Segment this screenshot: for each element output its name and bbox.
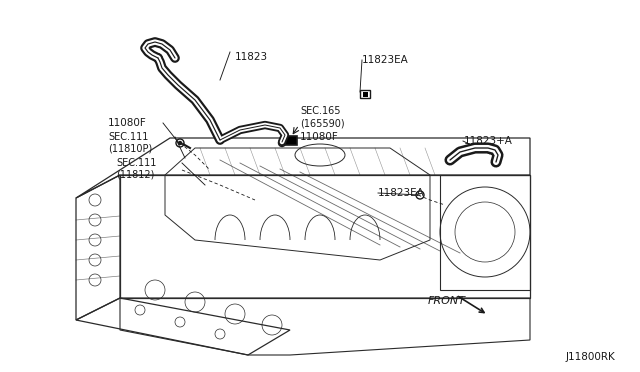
Text: (11812): (11812) xyxy=(116,169,154,179)
Bar xyxy=(363,92,368,97)
Circle shape xyxy=(179,141,182,144)
Text: 11823EA: 11823EA xyxy=(362,55,409,65)
Text: SEC.111: SEC.111 xyxy=(108,132,148,142)
Text: 11823: 11823 xyxy=(235,52,268,62)
Bar xyxy=(360,90,370,98)
Text: SEC.165: SEC.165 xyxy=(300,106,340,116)
Text: 11823EA: 11823EA xyxy=(378,188,425,198)
Text: (165590): (165590) xyxy=(300,118,344,128)
Text: J11800RK: J11800RK xyxy=(566,352,616,362)
Text: 11080F: 11080F xyxy=(108,118,147,128)
Bar xyxy=(285,136,297,145)
Text: 11823+A: 11823+A xyxy=(464,136,513,146)
Text: SEC.111: SEC.111 xyxy=(116,158,156,168)
Text: FRONT: FRONT xyxy=(428,296,466,306)
Text: (11810P): (11810P) xyxy=(108,143,152,153)
Text: 11080F: 11080F xyxy=(300,132,339,142)
